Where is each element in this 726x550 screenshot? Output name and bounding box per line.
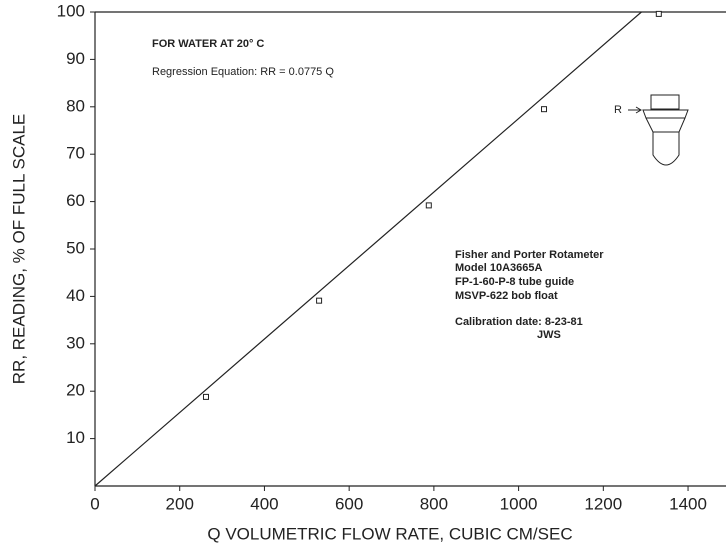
- x-tick-label: 1200: [584, 494, 622, 513]
- y-tick-label: 10: [66, 428, 85, 447]
- x-axis-label: Q VOLUMETRIC FLOW RATE, CUBIC CM/SEC: [207, 524, 572, 543]
- y-tick-label: 30: [66, 333, 85, 352]
- y-tick-label: 20: [66, 381, 85, 400]
- x-tick-label: 600: [335, 494, 363, 513]
- annotation: FOR WATER AT 20° C: [152, 38, 264, 50]
- y-axis-label: RR, READING, % OF FULL SCALE: [9, 114, 28, 384]
- data-point: [202, 393, 209, 400]
- annotation: Fisher and Porter Rotameter: [455, 249, 604, 261]
- annotation: FP-1-60-P-8 tube guide: [455, 276, 574, 288]
- x-tick-label: 200: [166, 494, 194, 513]
- x-tick-label: 1000: [500, 494, 538, 513]
- annotation: MSVP-622 bob float: [455, 290, 558, 302]
- data-point: [425, 202, 432, 209]
- x-tick-label: 400: [250, 494, 278, 513]
- annotation: R: [614, 104, 622, 116]
- x-tick-label: 1400: [669, 494, 707, 513]
- data-point: [655, 10, 662, 17]
- annotation: JWS: [537, 329, 561, 341]
- x-tick-label: 800: [420, 494, 448, 513]
- annotation: Calibration date: 8-23-81: [455, 316, 583, 328]
- data-point: [316, 297, 323, 304]
- rotameter-icon: [628, 94, 689, 166]
- annotation: Model 10A3665A: [455, 262, 542, 274]
- annotation: Regression Equation: RR = 0.0775 Q: [152, 66, 334, 78]
- y-tick-label: 50: [66, 238, 85, 257]
- y-tick-label: 70: [66, 144, 85, 163]
- y-tick-label: 80: [66, 96, 85, 115]
- y-tick-label: 60: [66, 191, 85, 210]
- y-tick-label: 90: [66, 49, 85, 68]
- x-tick-label: 0: [90, 494, 99, 513]
- regression-line: [94, 11, 642, 487]
- data-point: [541, 106, 548, 113]
- y-tick-label: 100: [57, 1, 85, 20]
- y-tick-label: 40: [66, 286, 85, 305]
